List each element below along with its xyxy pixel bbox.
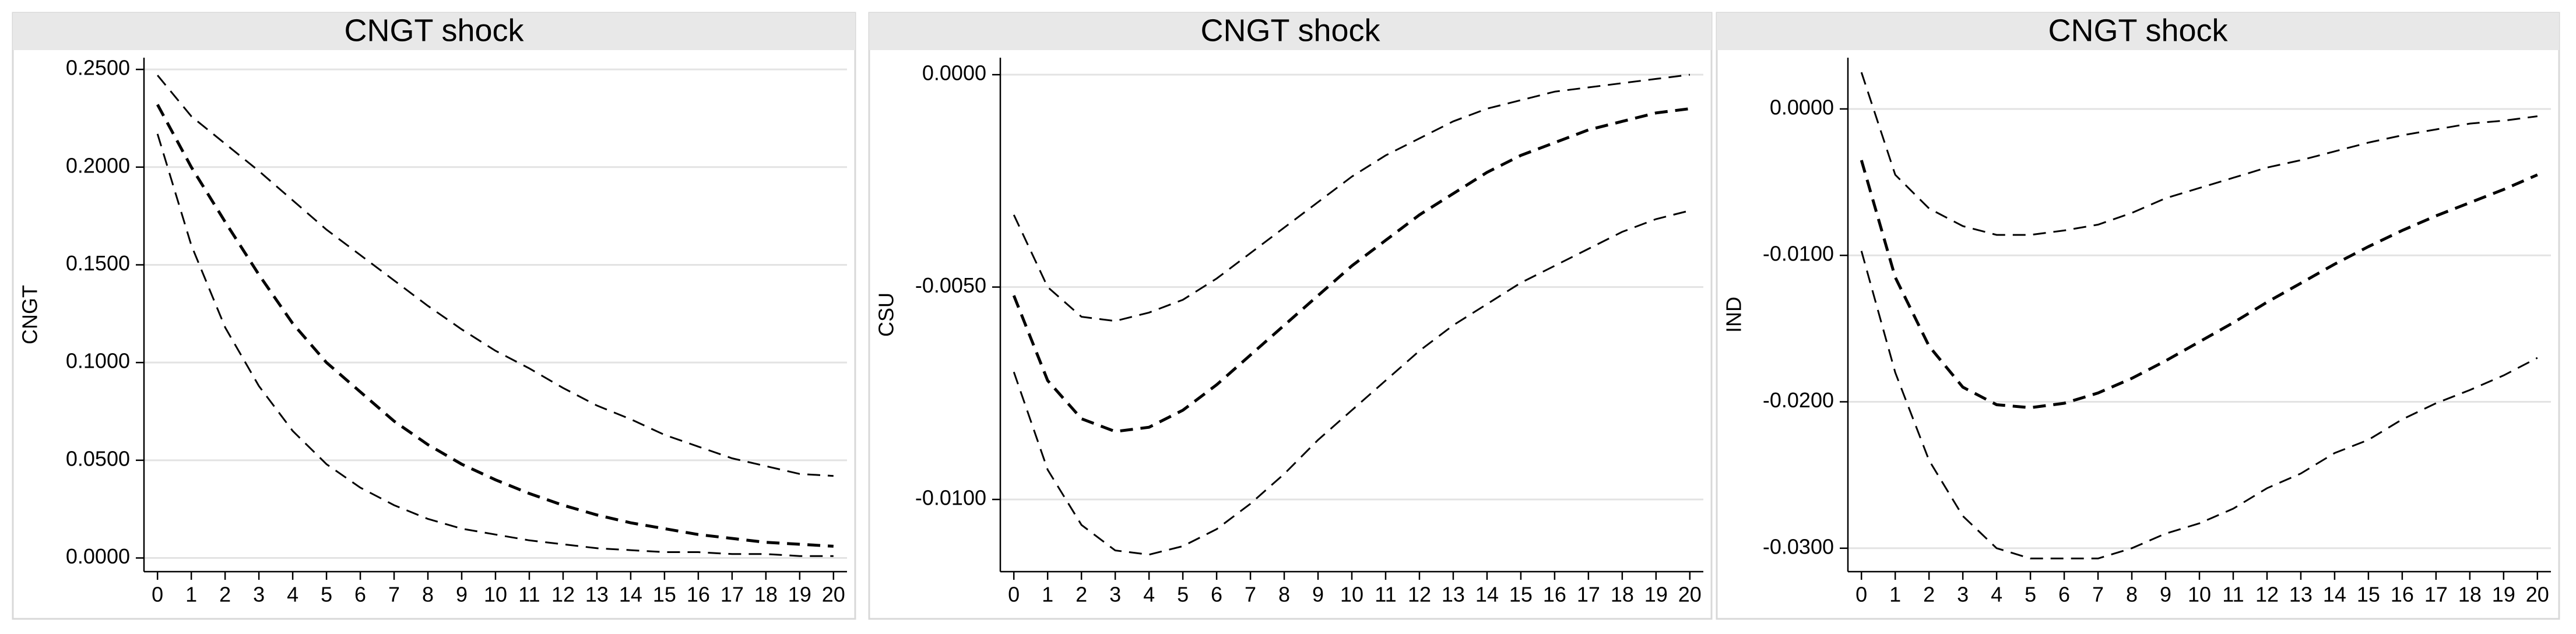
x-tick-label: 15 (1509, 583, 1533, 607)
irf-line (1013, 209, 1691, 556)
x-tick-label: 7 (1245, 583, 1256, 607)
irf-line (156, 133, 834, 557)
y-tick-label: 0.1000 (66, 349, 130, 373)
irf-line (156, 104, 834, 548)
irf-line (1013, 73, 1690, 322)
x-tick-label: 10 (2188, 583, 2211, 607)
x-tick-label: 12 (1408, 583, 1431, 607)
y-axis-label: CNGT (18, 285, 42, 344)
panel-frame (1716, 12, 2560, 620)
x-tick-label: 2 (219, 583, 231, 607)
x-tick-label: 16 (687, 583, 710, 607)
x-tick-label: 14 (619, 583, 642, 607)
y-tick-label: -0.0200 (1763, 388, 1834, 412)
y-tick-label: 0.0000 (922, 61, 986, 85)
x-tick-label: 13 (1442, 583, 1465, 607)
y-tick-label: -0.0100 (1763, 242, 1834, 266)
panel-frame (12, 12, 856, 620)
x-tick-label: 8 (1278, 583, 1290, 607)
x-tick-label: 11 (1375, 583, 1396, 607)
x-tick-label: 7 (388, 583, 400, 607)
x-tick-label: 1 (1889, 583, 1901, 607)
y-tick-label: 0.1500 (66, 251, 130, 275)
y-tick-label: -0.0050 (915, 273, 986, 297)
x-tick-label: 6 (2058, 583, 2070, 607)
x-tick-label: 2 (1076, 583, 1087, 607)
x-tick-label: 4 (1143, 583, 1155, 607)
y-axis-label: CSU (874, 293, 898, 337)
x-tick-label: 14 (1475, 583, 1499, 607)
y-tick-label: 0.0000 (66, 544, 130, 568)
x-tick-label: 13 (585, 583, 609, 607)
x-tick-label: 8 (422, 583, 434, 607)
x-tick-label: 19 (1644, 583, 1668, 607)
y-axis-label: IND (1722, 297, 1746, 333)
x-tick-label: 3 (1957, 583, 1969, 607)
irf-line (157, 75, 834, 477)
x-tick-label: 9 (2160, 583, 2171, 607)
x-tick-label: 7 (2092, 583, 2104, 607)
x-tick-label: 9 (1312, 583, 1324, 607)
chart-title: CNGT shock (344, 13, 524, 48)
y-tick-label: 0.2000 (66, 153, 130, 177)
irf-line (1860, 160, 2538, 410)
irf-line (1012, 107, 1691, 434)
x-tick-label: 12 (2255, 583, 2279, 607)
x-tick-label: 9 (456, 583, 468, 607)
chart-title: CNGT shock (1200, 13, 1380, 48)
x-tick-label: 17 (721, 583, 744, 607)
x-tick-label: 17 (1577, 583, 1600, 607)
x-tick-label: 5 (321, 583, 332, 607)
title-strip (1717, 13, 2559, 50)
x-tick-label: 6 (1211, 583, 1222, 607)
title-strip (869, 13, 1712, 50)
x-tick-label: 3 (1109, 583, 1121, 607)
y-tick-label: 0.2500 (66, 56, 130, 80)
x-tick-label: 13 (2289, 583, 2313, 607)
x-tick-label: 18 (1611, 583, 1634, 607)
x-tick-label: 0 (1008, 583, 1020, 607)
irf-line (1860, 72, 2538, 236)
x-tick-label: 5 (1177, 583, 1189, 607)
x-tick-label: 16 (2391, 583, 2414, 607)
x-tick-label: 11 (2222, 583, 2244, 607)
x-tick-label: 8 (2126, 583, 2138, 607)
x-tick-label: 10 (1340, 583, 1363, 607)
x-tick-label: 18 (2458, 583, 2482, 607)
y-tick-label: 0.0500 (66, 446, 130, 470)
x-tick-label: 18 (754, 583, 778, 607)
chart-title: CNGT shock (2048, 13, 2228, 48)
y-tick-label: -0.0100 (915, 486, 986, 510)
title-strip (13, 13, 855, 50)
x-tick-label: 12 (551, 583, 575, 607)
x-tick-label: 4 (1991, 583, 2002, 607)
x-tick-label: 1 (185, 583, 197, 607)
irf-line (1860, 251, 2538, 559)
x-tick-label: 17 (2424, 583, 2448, 607)
x-tick-label: 0 (152, 583, 163, 607)
x-tick-label: 1 (1042, 583, 1053, 607)
x-tick-label: 16 (1543, 583, 1566, 607)
x-tick-label: 0 (1855, 583, 1867, 607)
x-tick-label: 20 (822, 583, 845, 607)
x-tick-label: 19 (788, 583, 811, 607)
x-tick-label: 11 (518, 583, 540, 607)
x-tick-label: 4 (287, 583, 298, 607)
x-tick-label: 20 (2526, 583, 2549, 607)
x-tick-label: 6 (354, 583, 366, 607)
y-tick-label: 0.0000 (1770, 95, 1834, 119)
x-tick-label: 2 (1923, 583, 1935, 607)
x-tick-label: 10 (484, 583, 507, 607)
x-tick-label: 20 (1678, 583, 1702, 607)
x-tick-label: 5 (2025, 583, 2036, 607)
y-tick-label: -0.0300 (1763, 534, 1834, 558)
x-tick-label: 19 (2492, 583, 2515, 607)
x-tick-label: 15 (653, 583, 676, 607)
panel-frame (868, 12, 1713, 620)
x-tick-label: 3 (253, 583, 265, 607)
x-tick-label: 15 (2357, 583, 2380, 607)
x-tick-label: 14 (2323, 583, 2346, 607)
